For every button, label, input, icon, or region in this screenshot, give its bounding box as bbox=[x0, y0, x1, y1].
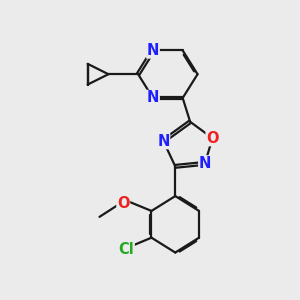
Text: N: N bbox=[147, 43, 159, 58]
Text: N: N bbox=[147, 91, 159, 106]
Text: O: O bbox=[117, 196, 130, 211]
Text: N: N bbox=[157, 134, 170, 148]
Text: N: N bbox=[199, 156, 211, 171]
Text: Cl: Cl bbox=[118, 242, 134, 257]
Text: O: O bbox=[206, 130, 219, 146]
